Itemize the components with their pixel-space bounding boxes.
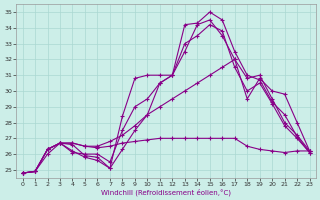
- X-axis label: Windchill (Refroidissement éolien,°C): Windchill (Refroidissement éolien,°C): [101, 188, 231, 196]
